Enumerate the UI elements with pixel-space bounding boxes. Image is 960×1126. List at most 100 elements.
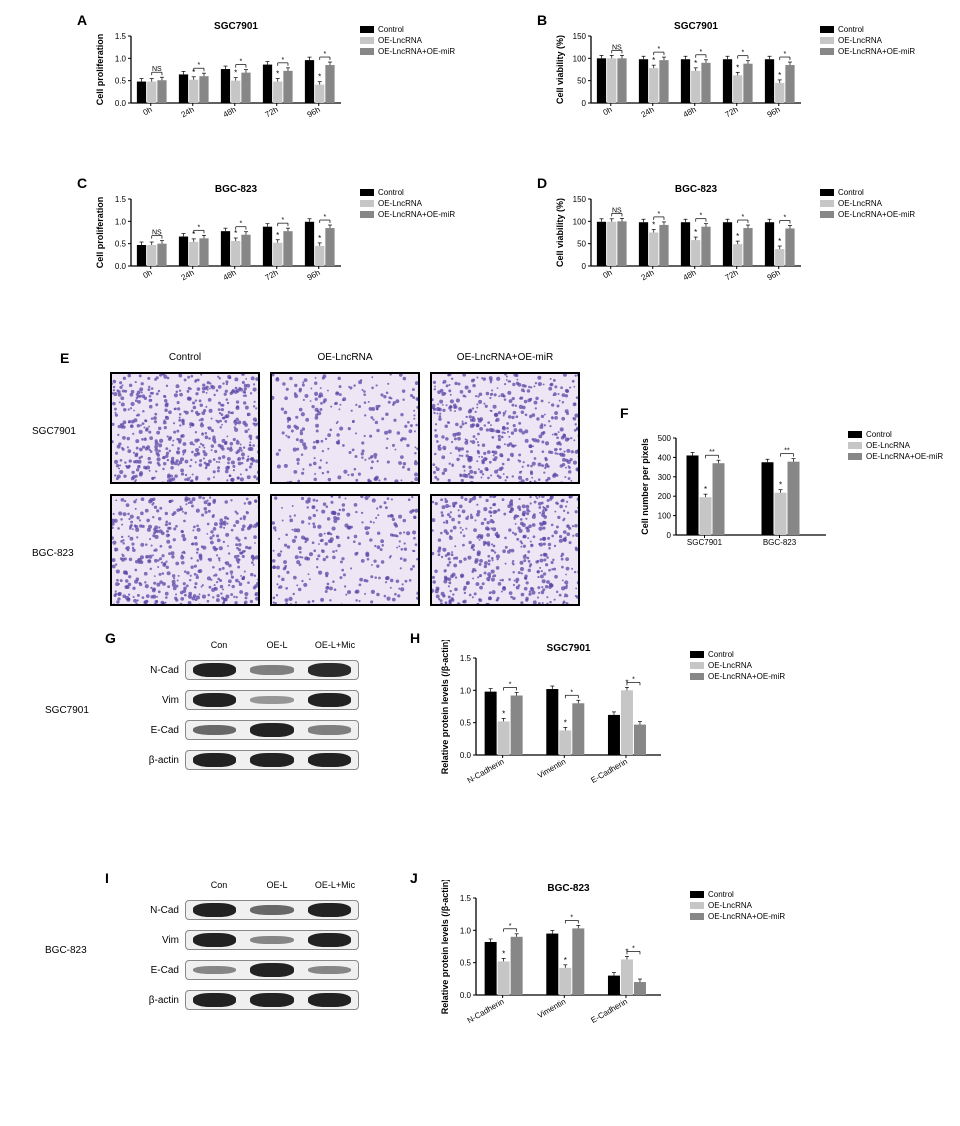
svg-text:Vimentin: Vimentin [536, 757, 567, 780]
svg-text:*: * [704, 485, 707, 494]
svg-text:500: 500 [658, 434, 672, 443]
chart-j: BGC-8230.00.51.01.5Relative protein leve… [440, 880, 665, 1040]
legend-swatch [820, 48, 834, 55]
svg-text:50: 50 [577, 77, 586, 86]
svg-text:1.0: 1.0 [115, 217, 127, 226]
legend-row: OE-LncRNA [820, 199, 915, 208]
svg-text:N-Cadherin: N-Cadherin [466, 997, 506, 1025]
panel-label-g: G [105, 630, 116, 646]
legend-text: Control [838, 188, 864, 197]
svg-text:*: * [778, 237, 781, 246]
blot-band [250, 665, 294, 674]
svg-text:SGC7901: SGC7901 [547, 643, 591, 654]
svg-text:1.5: 1.5 [115, 32, 127, 41]
svg-text:*: * [318, 234, 321, 243]
blot-protein-label: Vim [125, 695, 185, 706]
svg-text:*: * [564, 718, 567, 727]
blot-band [308, 693, 352, 707]
legend-text: OE-LncRNA [378, 199, 422, 208]
legend-c: Control OE-LncRNA OE-LncRNA+OE-miR [360, 188, 455, 221]
svg-text:24h: 24h [180, 268, 196, 282]
blot-lane-label: Con [190, 640, 248, 650]
legend-row: OE-LncRNA+OE-miR [360, 210, 455, 219]
panel-label-c: C [77, 175, 87, 191]
legend-swatch [820, 200, 834, 207]
blot-band [308, 903, 352, 917]
svg-text:*: * [570, 914, 573, 921]
blot-band [308, 993, 352, 1007]
svg-text:*: * [570, 689, 573, 696]
panel-label-b: B [537, 12, 547, 28]
svg-text:0: 0 [667, 531, 672, 540]
svg-text:*: * [783, 51, 786, 58]
blot-band [308, 966, 352, 975]
svg-text:*: * [779, 481, 782, 490]
legend-row: OE-LncRNA+OE-miR [820, 210, 915, 219]
svg-text:0.0: 0.0 [115, 262, 127, 271]
blot-protein-label: β-actin [125, 755, 185, 766]
blot-band [250, 696, 294, 704]
panel-label-d: D [537, 175, 547, 191]
legend-swatch [848, 442, 862, 449]
legend-text: OE-LncRNA+OE-miR [708, 672, 785, 681]
blot-cell-line-label: SGC7901 [45, 705, 89, 716]
svg-text:*: * [323, 51, 326, 58]
chart-a: SGC79010.00.51.01.5Cell proliferationNS0… [95, 18, 345, 148]
svg-text:E-Cadherin: E-Cadherin [589, 757, 629, 785]
blot-strip [185, 960, 359, 980]
chart-b: SGC7901050100150Cell viability (%)NS0h**… [555, 18, 805, 148]
micrograph-row-label: SGC7901 [32, 426, 76, 437]
svg-text:400: 400 [658, 453, 672, 462]
blot-strip [185, 660, 359, 680]
svg-text:1.0: 1.0 [460, 686, 472, 695]
legend-row: Control [360, 25, 455, 34]
svg-text:*: * [234, 229, 237, 238]
legend-row: Control [820, 25, 915, 34]
blot-row: β-actin [125, 990, 380, 1010]
blot-cell-line-label: BGC-823 [45, 945, 87, 956]
svg-text:0.5: 0.5 [460, 959, 472, 968]
blot-row: β-actin [125, 750, 380, 770]
svg-text:Relative protein levels (/β-a: Relative protein levels (/β-actin) [440, 880, 450, 1014]
legend-swatch [848, 453, 862, 460]
blot-band [193, 693, 237, 707]
svg-text:0h: 0h [142, 105, 154, 117]
svg-text:*: * [736, 63, 739, 72]
legend-row: OE-LncRNA [690, 901, 785, 910]
svg-text:NS: NS [612, 207, 622, 214]
legend-text: Control [708, 890, 734, 899]
blot-lane-label: OE-L+Mic [306, 640, 364, 650]
svg-text:150: 150 [573, 195, 587, 204]
svg-text:BGC-823: BGC-823 [675, 184, 718, 195]
svg-text:100: 100 [658, 512, 672, 521]
legend-d: Control OE-LncRNA OE-LncRNA+OE-miR [820, 188, 915, 221]
svg-text:24h: 24h [640, 268, 656, 282]
svg-text:*: * [699, 49, 702, 56]
svg-text:0.5: 0.5 [115, 240, 127, 249]
legend-row: Control [360, 188, 455, 197]
blot-row: E-Cad [125, 720, 380, 740]
blot-strip [185, 900, 359, 920]
legend-swatch [690, 902, 704, 909]
svg-text:1.0: 1.0 [115, 54, 127, 63]
svg-text:*: * [741, 50, 744, 57]
svg-text:SGC7901: SGC7901 [214, 21, 258, 32]
blot-lane-label: OE-L [248, 880, 306, 890]
legend-swatch [360, 37, 374, 44]
svg-text:*: * [234, 69, 237, 78]
legend-f: ControlOE-LncRNAOE-LncRNA+OE-miR [848, 430, 943, 463]
svg-text:300: 300 [658, 473, 672, 482]
svg-text:Cell number per pixels: Cell number per pixels [640, 438, 650, 535]
legend-text: Control [378, 188, 404, 197]
blot-i: ConOE-LOE-L+MicN-CadVimE-Cadβ-actinBGC-8… [125, 880, 380, 1010]
svg-text:NS: NS [152, 230, 162, 237]
legend-swatch [360, 200, 374, 207]
svg-text:0.5: 0.5 [115, 77, 127, 86]
blot-protein-label: E-Cad [125, 725, 185, 736]
svg-text:48h: 48h [222, 105, 238, 119]
svg-text:1.5: 1.5 [460, 894, 472, 903]
legend-text: OE-LncRNA [838, 199, 882, 208]
svg-text:N-Cadherin: N-Cadherin [466, 757, 506, 785]
svg-text:24h: 24h [180, 105, 196, 119]
legend-swatch [848, 431, 862, 438]
